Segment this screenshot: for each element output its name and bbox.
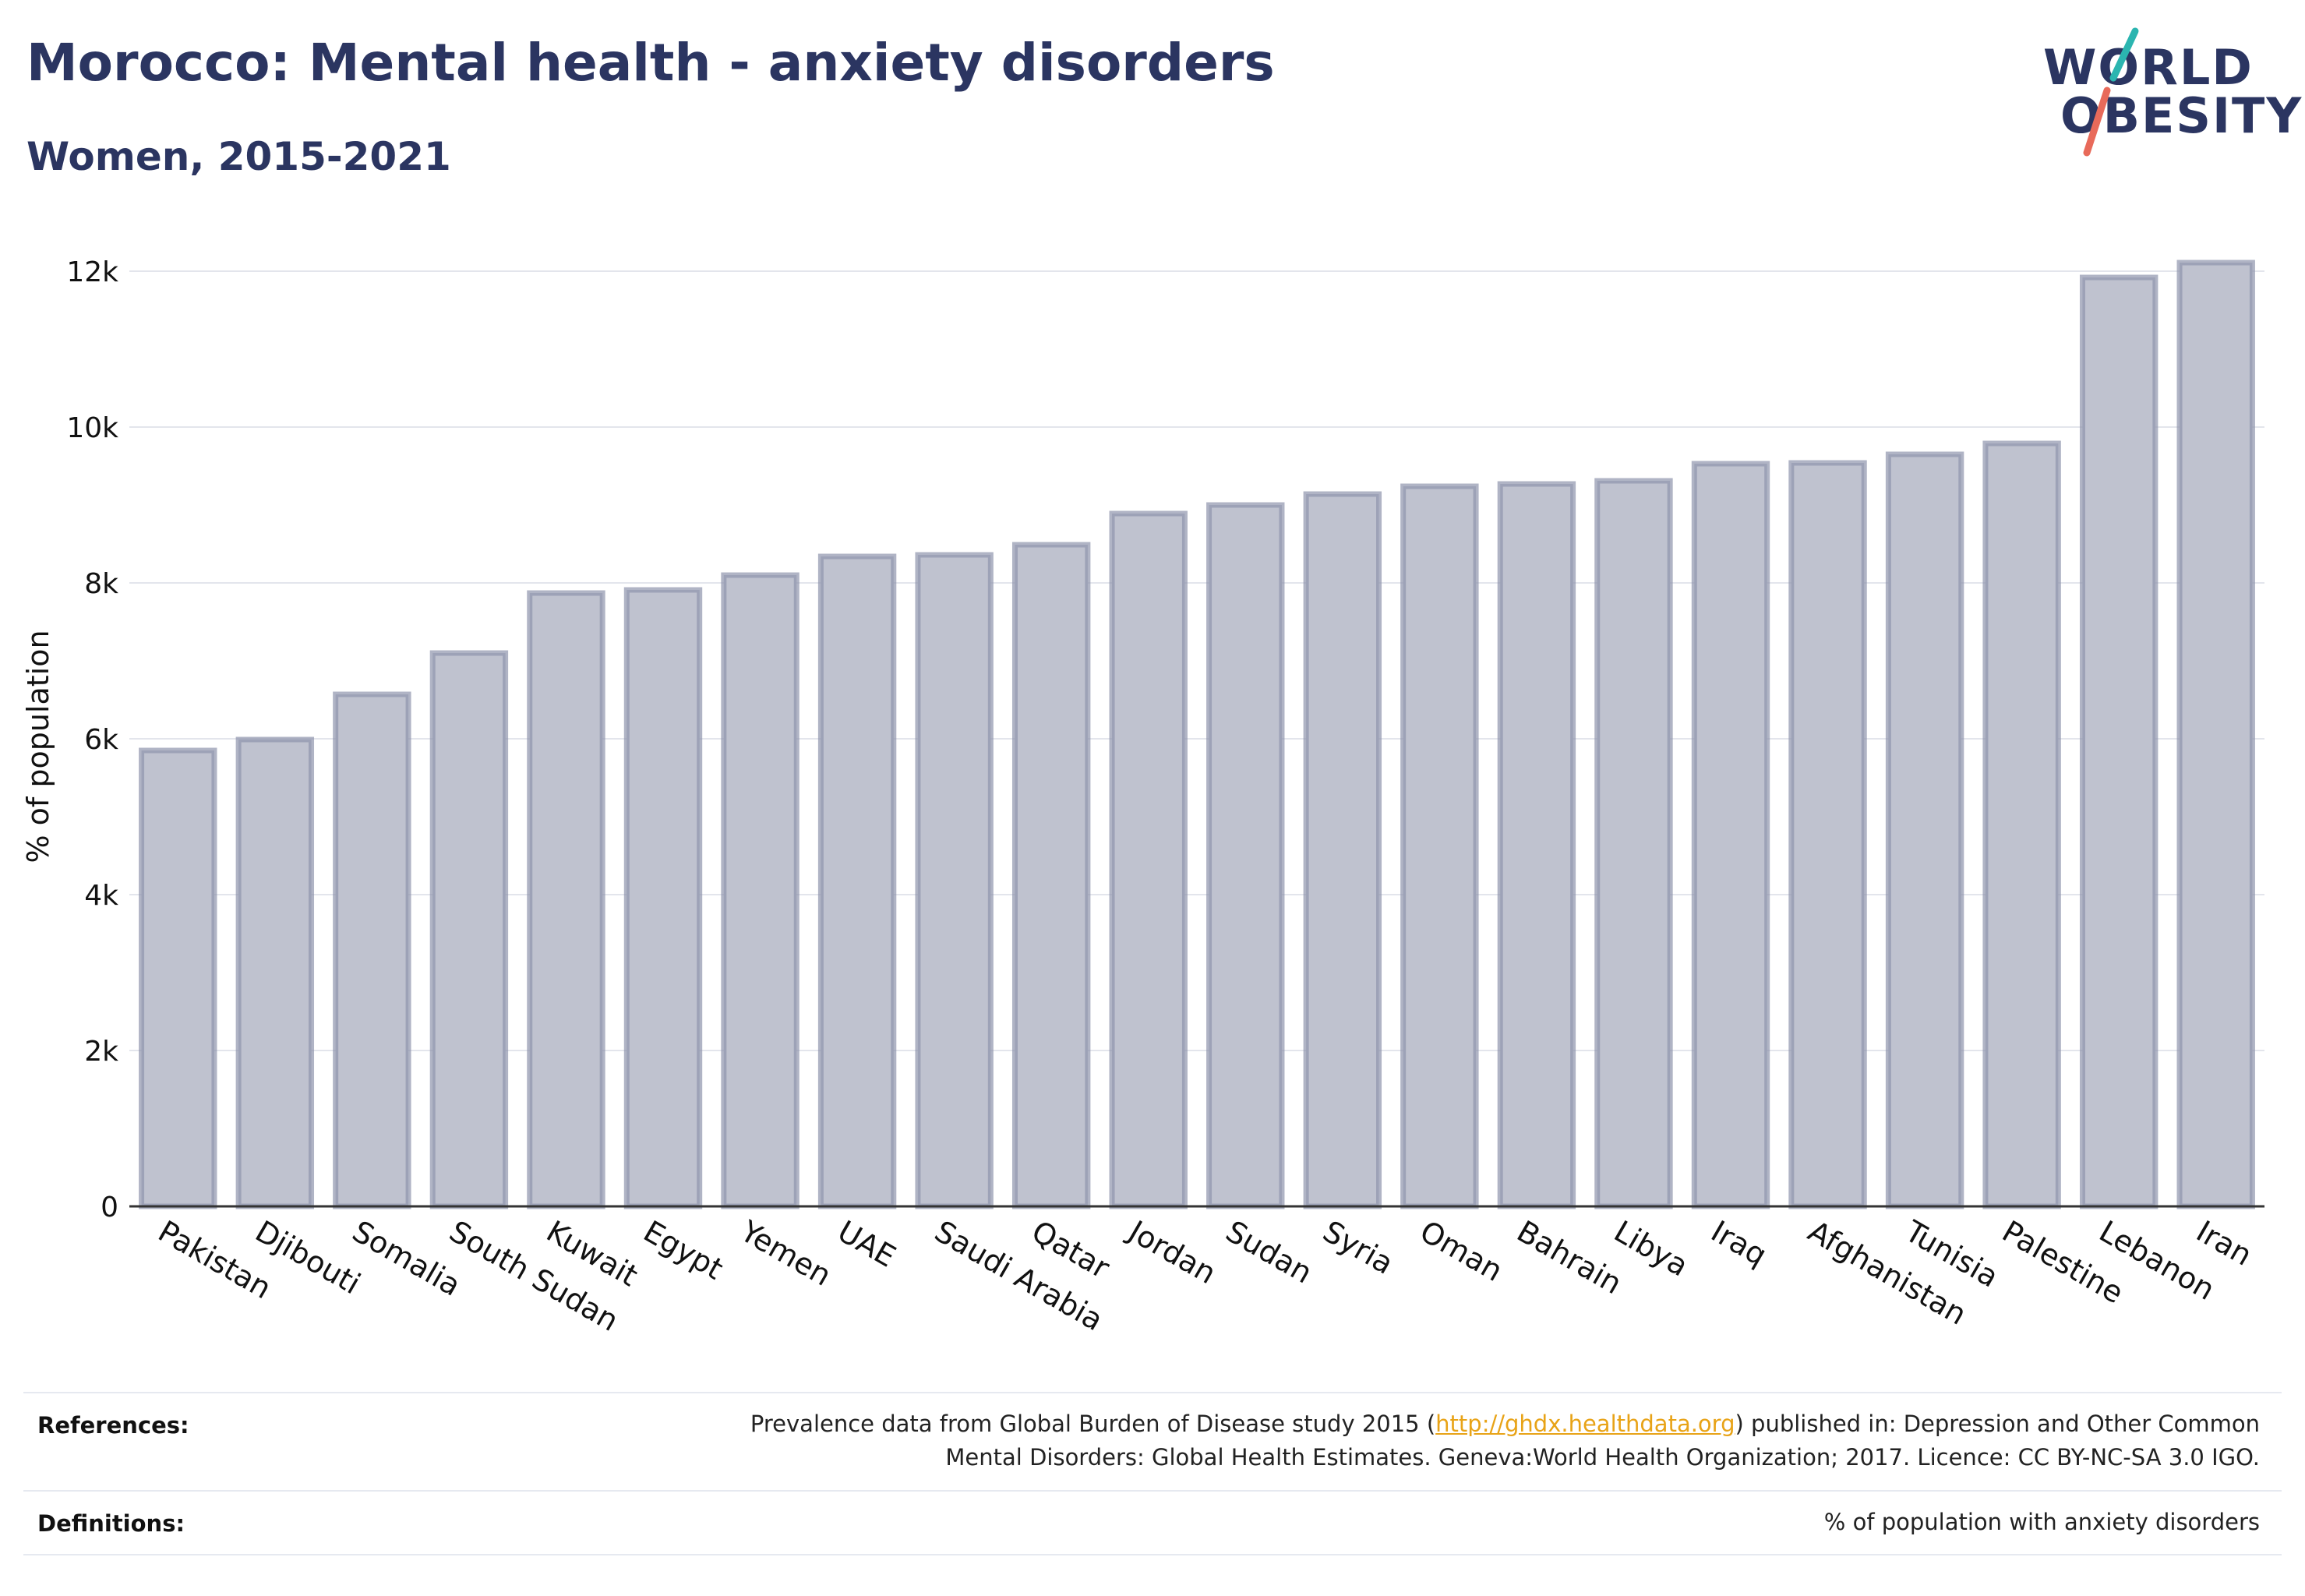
x-tick-label: Iran [2190,1214,2257,1273]
chart-bars [139,260,2255,1209]
logo-slash-icon [2083,27,2139,157]
references-line2: Mental Disorders: Global Health Estimate… [945,1444,2260,1471]
y-axis-ticks: 0 2k 4k 6k 8k 10k 12k [66,256,118,1223]
chart-subtitle: Women, 2015-2021 [26,134,451,179]
logo-line-1: WORLD [2043,39,2254,96]
bar[interactable] [1594,478,1673,1209]
bar[interactable] [1400,483,1479,1209]
bar[interactable] [429,650,509,1209]
footer-divider-top [23,1392,2282,1393]
references-label: References: [37,1412,189,1439]
y-tick-label: 4k [84,880,118,912]
footer-divider-bottom [23,1554,2282,1555]
references-line1-start: Prevalence data from Global Burden of Di… [750,1411,1436,1437]
bar[interactable] [623,587,703,1209]
x-tick-label: UAE [832,1214,902,1274]
bar[interactable] [1011,542,1091,1209]
bar[interactable] [1303,491,1382,1209]
definitions-text: % of population with anxiety disorders [1823,1509,2260,1535]
y-tick-label: 0 [101,1192,118,1223]
bar[interactable] [2176,260,2255,1209]
references-section: References: Prevalence data from Global … [23,1407,2274,1485]
bar[interactable] [817,553,897,1209]
bar[interactable] [1497,481,1576,1209]
world-obesity-logo: WORLD OBESITY [2032,23,2301,164]
references-text: Prevalence data from Global Burden of Di… [750,1407,2260,1474]
x-tick-label: Egypt [638,1214,729,1287]
x-tick-label: Oman [1414,1214,1509,1288]
bar[interactable] [1109,510,1188,1209]
bar[interactable] [1691,461,1770,1209]
bar[interactable] [139,747,217,1209]
bar[interactable] [1982,440,2061,1209]
y-tick-label: 10k [66,412,118,444]
bar[interactable] [915,552,994,1209]
x-tick-label: Iraq [1706,1214,1773,1273]
definitions-label: Definitions: [37,1510,185,1537]
bar[interactable] [1206,502,1285,1209]
bar[interactable] [235,736,315,1209]
definitions-section: Definitions: % of population with anxiet… [23,1506,2274,1552]
bar[interactable] [1788,460,1867,1209]
x-tick-label: Somalia [347,1214,467,1303]
y-tick-label: 2k [84,1036,118,1068]
bar[interactable] [1885,451,1964,1209]
bar[interactable] [721,572,800,1209]
y-tick-label: 12k [66,256,118,288]
y-tick-label: 8k [84,568,118,600]
chart-title: Morocco: Mental health - anxiety disorde… [26,33,1275,93]
x-tick-label: Sudan [1220,1214,1318,1291]
bar[interactable] [333,691,411,1209]
y-tick-label: 6k [84,724,118,756]
footer-divider-middle [23,1490,2282,1492]
x-tick-label: Bahrain [1511,1214,1627,1301]
x-tick-label: Yemen [734,1213,837,1293]
bar-chart: 0 2k 4k 6k 8k 10k 12k PakistanDjiboutiSomaliaS… [21,256,2264,1338]
references-link[interactable]: http://ghdx.healthdata.org [1435,1411,1735,1437]
y-axis-label: % of population [21,630,55,863]
bar[interactable] [527,590,605,1209]
x-tick-label: Syria [1317,1214,1399,1281]
bar[interactable] [2079,274,2159,1209]
references-line1-end: ) published in: Depression and Other Com… [1735,1411,2261,1437]
x-tick-label: Jordan [1121,1213,1221,1291]
